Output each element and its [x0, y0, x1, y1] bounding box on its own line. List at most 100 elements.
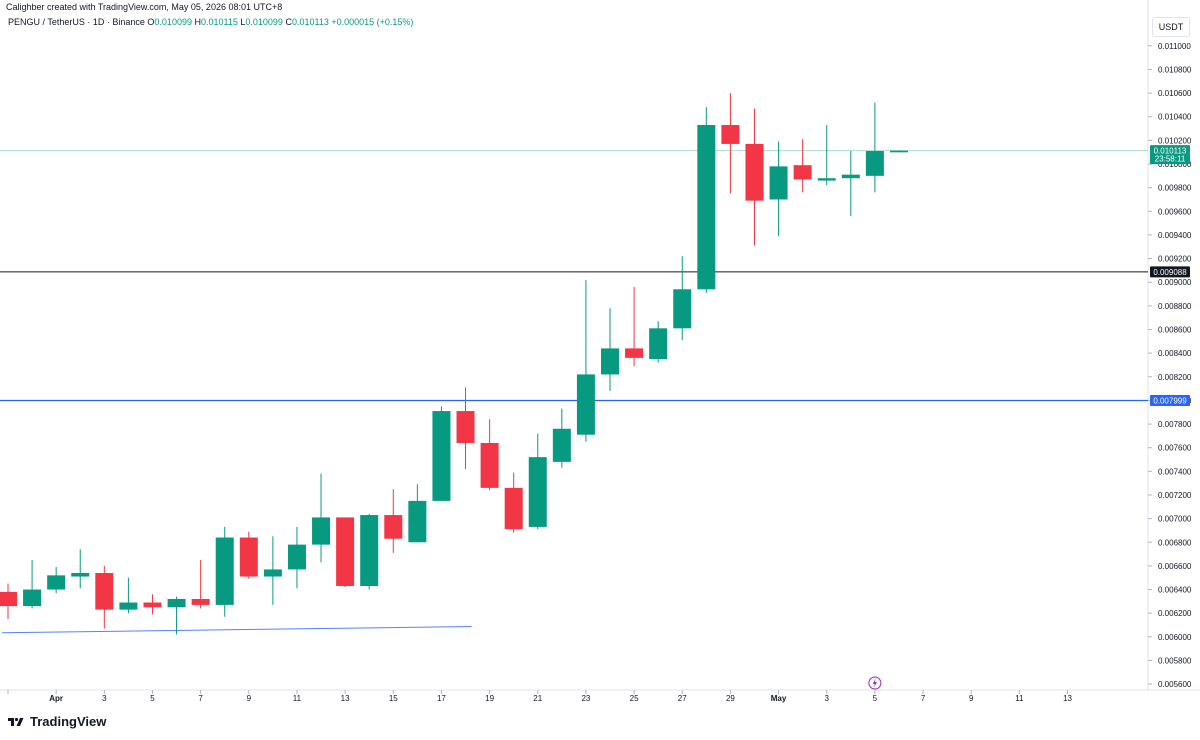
candle[interactable] [480, 419, 499, 491]
candle[interactable] [239, 531, 258, 579]
candle-body [576, 374, 595, 435]
symbol-label[interactable]: PENGU / TetherUS · 1D · Binance [8, 17, 145, 27]
candle[interactable] [889, 150, 908, 153]
candle[interactable] [119, 577, 138, 614]
candle[interactable] [865, 102, 884, 193]
close-value: 0.010113 [291, 17, 329, 27]
high-value: 0.010115 [200, 17, 238, 27]
y-tick-label: 0.010200 [1158, 136, 1192, 145]
x-tick-label: 3 [102, 694, 107, 703]
tradingview-icon [8, 717, 24, 726]
candle[interactable] [71, 549, 90, 589]
candle[interactable] [552, 408, 571, 468]
price-label-text: 0.007999 [1153, 397, 1187, 406]
low-value: 0.010099 [245, 17, 283, 27]
candle[interactable] [191, 559, 210, 609]
candle[interactable] [312, 473, 331, 563]
candle[interactable] [336, 517, 355, 588]
close-key: C [285, 17, 292, 27]
candle[interactable] [23, 559, 42, 609]
x-tick-label: 15 [389, 694, 398, 703]
candle[interactable] [167, 596, 186, 635]
candle[interactable] [793, 139, 812, 193]
tradingview-logo[interactable]: TradingView [8, 714, 106, 729]
candle-body [721, 125, 740, 144]
open-value: 0.010099 [154, 17, 192, 27]
candle[interactable] [215, 526, 234, 617]
y-tick-label: 0.009600 [1158, 207, 1192, 216]
x-tick-label: 11 [1015, 694, 1024, 703]
price-label-text: 0.009088 [1153, 268, 1187, 277]
candle[interactable] [287, 526, 306, 589]
candle[interactable] [504, 472, 523, 533]
candle[interactable] [649, 321, 668, 363]
y-tick-label: 0.007000 [1158, 515, 1192, 524]
candle[interactable] [432, 406, 451, 501]
candle-body [384, 515, 403, 539]
price-label-black: 0.009088 [1150, 266, 1190, 278]
candle[interactable] [721, 93, 740, 194]
candle[interactable] [263, 536, 282, 605]
candle-body [673, 289, 692, 329]
candle[interactable] [769, 141, 788, 237]
y-tick-label: 0.006600 [1158, 562, 1192, 571]
candle-body [119, 602, 138, 610]
currency-button[interactable]: USDT [1152, 17, 1190, 37]
candle-body [769, 166, 788, 200]
x-tick-label: 29 [726, 694, 735, 703]
y-tick-label: 0.006800 [1158, 538, 1192, 547]
candle-body [71, 572, 90, 577]
candle[interactable] [143, 594, 162, 615]
candle[interactable] [95, 565, 114, 629]
y-tick-label: 0.007800 [1158, 420, 1192, 429]
y-tick-label: 0.005600 [1158, 680, 1192, 689]
candle-body [336, 517, 355, 586]
y-tick-label: 0.008400 [1158, 349, 1192, 358]
candle-body [841, 174, 860, 179]
candle[interactable] [384, 489, 403, 553]
candle-body [504, 487, 523, 530]
trendline[interactable] [1, 626, 472, 634]
candle[interactable] [697, 107, 716, 293]
candle-body [95, 572, 114, 610]
candle[interactable] [601, 308, 619, 391]
candle[interactable] [0, 583, 17, 620]
candle-body [23, 589, 42, 607]
y-tick-label: 0.007600 [1158, 444, 1192, 453]
candle[interactable] [456, 387, 475, 469]
y-tick-label: 0.008200 [1158, 373, 1192, 382]
lightning-icon[interactable] [868, 676, 882, 690]
candle[interactable] [576, 279, 595, 442]
x-tick-label: Apr [49, 694, 63, 703]
candle-body [287, 544, 306, 570]
y-tick-label: 0.010600 [1158, 89, 1192, 98]
y-tick-label: 0.006400 [1158, 586, 1192, 595]
candle[interactable] [673, 256, 692, 341]
y-tick-label: 0.007200 [1158, 491, 1192, 500]
y-tick-label: 0.005800 [1158, 656, 1192, 665]
candle[interactable] [841, 151, 860, 217]
candle[interactable] [360, 513, 379, 590]
candle[interactable] [47, 567, 66, 594]
candle-body [697, 125, 716, 290]
candle[interactable] [625, 286, 644, 367]
candle[interactable] [817, 125, 836, 186]
candle[interactable] [528, 433, 547, 530]
candle[interactable] [408, 484, 427, 543]
y-tick-label: 0.010400 [1158, 113, 1192, 122]
x-tick-label: 27 [678, 694, 687, 703]
x-tick-label: 17 [437, 694, 446, 703]
candle[interactable] [745, 108, 764, 246]
plot-area[interactable] [0, 0, 1148, 690]
candle-body [793, 165, 812, 180]
price-label-text: 0.010113 [1154, 147, 1187, 156]
candle-body [649, 328, 668, 360]
change-value: +0.000015 (+0.15%) [331, 17, 414, 27]
candle-body [0, 591, 17, 607]
candle-body [167, 598, 186, 608]
candle-body [215, 537, 234, 605]
x-tick-label: 5 [150, 694, 155, 703]
candle-body [817, 178, 836, 181]
